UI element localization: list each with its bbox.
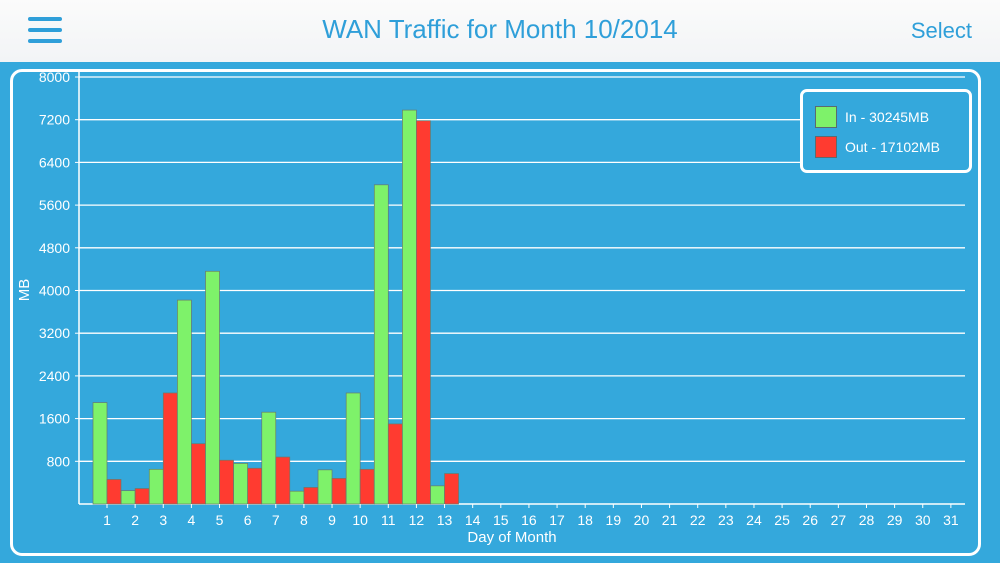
x-axis-label: Day of Month [467, 529, 556, 546]
legend-label-in: In - 30245MB [845, 109, 930, 125]
bar-in [233, 463, 248, 505]
bar-in [92, 402, 108, 505]
x-tick-label: 27 [831, 512, 847, 528]
bar-in [120, 490, 136, 505]
bar-out [331, 478, 347, 505]
x-tick-label: 13 [437, 512, 453, 528]
x-tick-label: 18 [577, 512, 593, 528]
select-button[interactable]: Select [910, 18, 972, 43]
x-tick-label: 10 [352, 512, 368, 528]
bar-in [402, 109, 417, 505]
y-tick-label: 5600 [39, 197, 70, 213]
y-tick-label: 800 [47, 453, 71, 469]
bar-out [106, 479, 122, 505]
bar-out [247, 467, 262, 505]
x-tick-label: 28 [859, 512, 875, 528]
legend-item-out: Out - 17102MB [815, 135, 940, 159]
x-tick-label: 3 [159, 512, 167, 528]
bar-in [205, 270, 220, 505]
x-tick-label: 19 [606, 512, 622, 528]
x-tick-label: 21 [662, 512, 678, 528]
bar-out [387, 423, 403, 505]
legend-item-in: In - 30245MB [815, 105, 929, 129]
x-tick-label: 20 [634, 512, 650, 528]
bar-in [373, 184, 389, 505]
y-tick-label: 2400 [39, 368, 70, 384]
x-tick-label: 11 [381, 512, 396, 528]
bar-in [289, 490, 305, 505]
y-tick-label: 4800 [39, 240, 70, 256]
x-tick-label: 9 [328, 512, 336, 528]
x-tick-label: 23 [718, 512, 734, 528]
hamburger-menu-icon[interactable] [28, 17, 62, 43]
x-tick-label: 12 [409, 512, 425, 528]
x-tick-label: 22 [690, 512, 706, 528]
bar-out [303, 487, 319, 505]
x-tick-label: 16 [521, 512, 537, 528]
bar-in [261, 411, 277, 505]
bar-in [317, 469, 333, 505]
x-tick-label: 14 [465, 512, 481, 528]
y-tick-label: 8000 [39, 69, 70, 85]
legend-swatch-in [815, 106, 837, 128]
chart-frame [10, 69, 981, 556]
y-tick-label: 6400 [39, 154, 70, 170]
bar-in [177, 299, 192, 505]
bar-out [359, 468, 375, 505]
legend-label-out: Out - 17102MB [845, 139, 940, 155]
chart-legend: In - 30245MB Out - 17102MB [800, 89, 972, 173]
y-tick-label: 3200 [39, 325, 70, 341]
x-tick-label: 2 [131, 512, 139, 528]
bar-in [430, 485, 445, 505]
x-tick-label: 25 [774, 512, 790, 528]
bar-in [148, 468, 164, 505]
bar-out [416, 120, 431, 505]
bar-out [275, 456, 291, 505]
x-tick-label: 29 [887, 512, 903, 528]
bar-out [219, 459, 234, 505]
bar-out [444, 473, 459, 505]
bar-out [162, 392, 178, 505]
y-tick-label: 7200 [39, 112, 70, 128]
bar-out [191, 443, 206, 505]
bar-in [345, 392, 361, 505]
y-axis-label: MB [16, 279, 33, 302]
x-tick-label: 15 [493, 512, 509, 528]
x-tick-label: 5 [216, 512, 224, 528]
bar-out [134, 488, 150, 505]
x-tick-label: 4 [187, 512, 195, 528]
x-tick-label: 6 [244, 512, 252, 528]
x-tick-label: 31 [943, 512, 959, 528]
y-tick-label: 1600 [39, 411, 70, 427]
legend-swatch-out [815, 136, 837, 158]
x-tick-label: 8 [300, 512, 308, 528]
x-tick-label: 7 [272, 512, 280, 528]
x-tick-label: 30 [915, 512, 931, 528]
x-tick-label: 1 [103, 512, 111, 528]
x-tick-label: 24 [746, 512, 762, 528]
y-tick-label: 4000 [39, 283, 70, 299]
x-tick-label: 17 [549, 512, 565, 528]
x-tick-label: 26 [802, 512, 818, 528]
